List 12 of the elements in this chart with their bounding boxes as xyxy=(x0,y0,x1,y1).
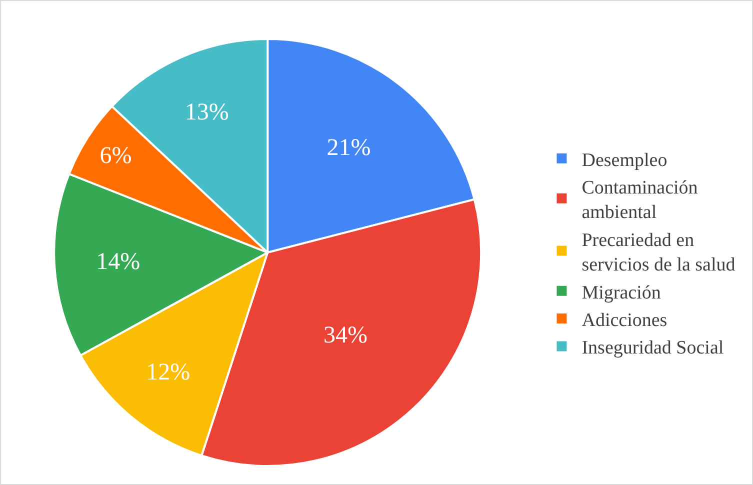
data-label: 34% xyxy=(324,322,368,348)
legend-label: Desempleo xyxy=(582,150,668,171)
legend-label: Migración xyxy=(582,282,662,304)
legend-label: Inseguridad Social xyxy=(582,338,724,359)
data-label: 14% xyxy=(96,248,140,275)
data-label: 13% xyxy=(184,99,229,126)
legend-label: Adicciones xyxy=(582,310,668,331)
data-label: 6% xyxy=(100,143,132,170)
legend-label: Precariedad en servicios de la salud xyxy=(582,230,736,276)
data-label: 12% xyxy=(146,360,190,386)
legend-label: Contaminación ambiental xyxy=(582,177,698,224)
data-label: 21% xyxy=(326,134,371,161)
